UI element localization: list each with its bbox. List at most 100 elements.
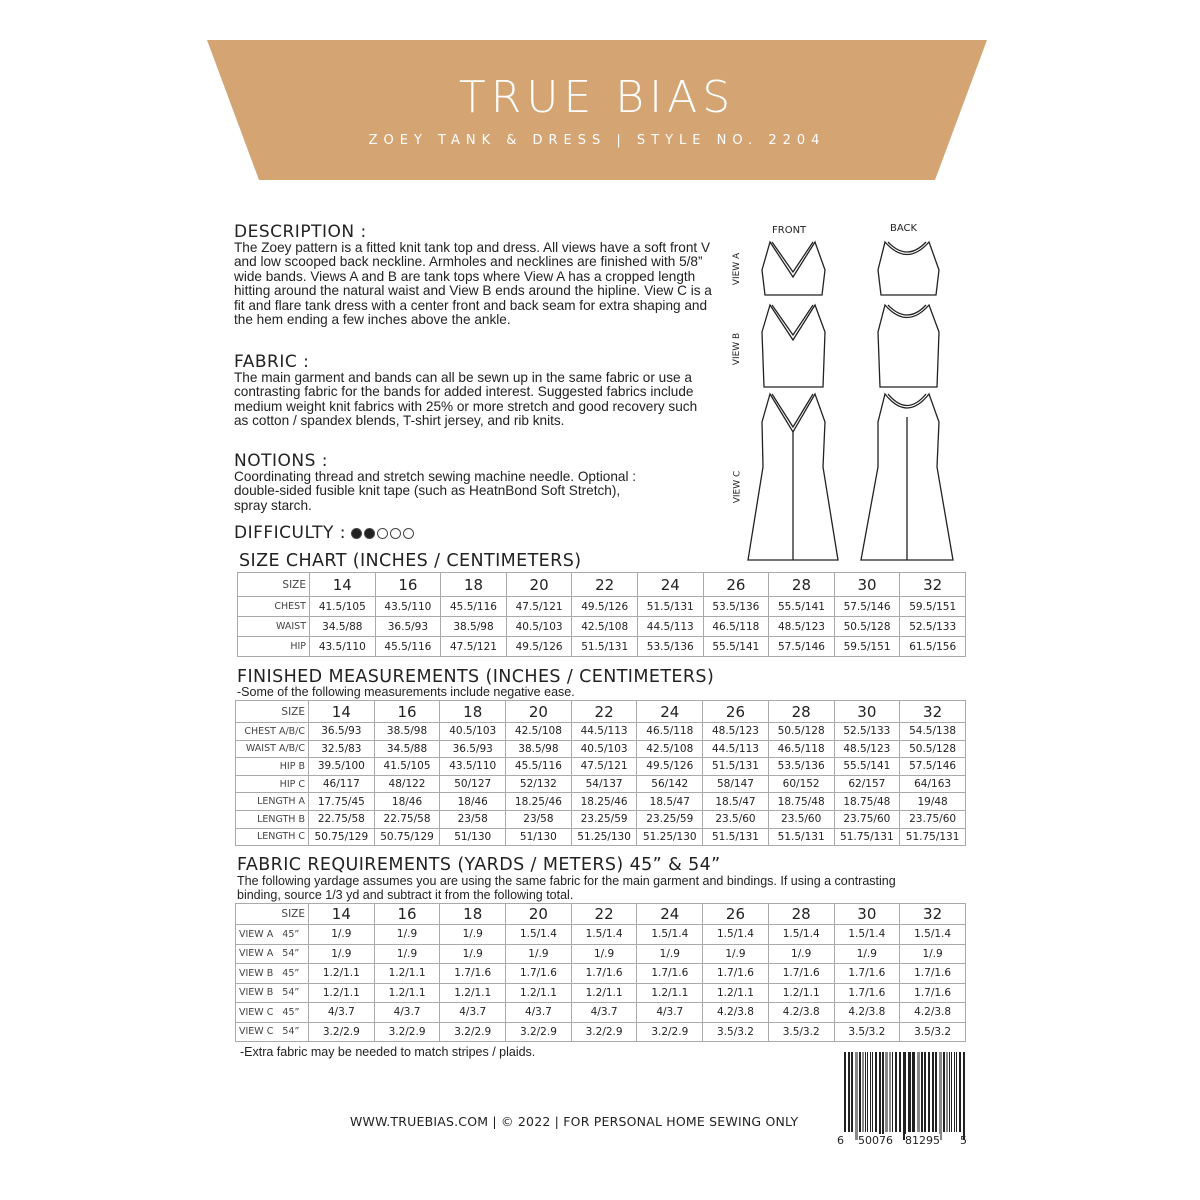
barcode-bar [912,1052,915,1132]
table-cell: 1.2/1.1 [702,982,769,1003]
barcode-digit: 6 [837,1134,844,1147]
front-label: FRONT [772,225,807,236]
table-cell: 23.75/60 [833,809,901,829]
table-cell: 48.5/123 [768,616,835,637]
barcode-bar [844,1052,846,1132]
table-row: VIEW A 45” 1/.9 1/.9 1/.9 1.5/1.4 1.5/1.4 1.5/… [235,924,966,945]
table-row: HIP B 39.5/100 41.5/105 43.5/110 45.5/116 47.… [235,757,966,776]
finished-measurements-table: SIZE 14 16 18 20 22 24 26 28 30 32 CHEST A/B/C 36.5/… [235,700,966,847]
back-label: BACK [890,223,918,234]
difficulty-label: DIFFICULTY : [234,523,347,543]
table-header-row: SIZE 14 16 18 20 22 24 26 28 30 32 [237,572,966,597]
table-cell: 49.5/126 [505,636,573,657]
table-cell: 50.5/128 [899,739,966,759]
table-cell: 4.2/3.8 [767,1002,835,1023]
view-a-front-illustration [761,240,826,296]
row-label: HIP [237,636,310,657]
table-header-row: SIZE 14 16 18 20 22 24 26 28 30 32 [235,903,966,925]
size-column-header: 24 [636,572,704,597]
size-column-header: 26 [702,572,770,597]
table-cell: 38.5/98 [440,616,507,637]
table-row: CHEST A/B/C 36.5/93 38.5/98 40.5/103 42.5/10… [235,722,966,741]
row-label: VIEW C 54” [235,1021,309,1042]
table-cell: 52.5/133 [833,722,901,741]
table-cell: 61.5/156 [899,636,966,657]
barcode-bar [882,1052,884,1140]
table-cell: 18.5/47 [702,792,769,811]
table-cell: 40.5/103 [570,739,638,759]
table-cell: 46.5/118 [636,722,704,741]
table-cell: 4.2/3.8 [899,1002,966,1023]
table-cell: 4/3.7 [636,1002,704,1023]
table-cell: 1/.9 [702,943,769,964]
table-cell: 3.2/2.9 [308,1021,375,1042]
table-cell: 51.25/130 [570,827,638,847]
table-cell: 38.5/98 [373,722,441,741]
table-cell: 3.2/2.9 [570,1021,638,1042]
barcode-bar [928,1052,930,1132]
table-cell: 36.5/93 [374,616,442,637]
table-cell: 57.5/146 [899,757,966,776]
table-cell: 3.2/2.9 [373,1021,441,1042]
table-cell: 44.5/113 [702,739,769,759]
table-cell: 50/127 [439,774,507,794]
table-row: WAIST 34.5/88 36.5/93 38.5/98 40.5/103 42.5/1… [237,616,966,637]
table-cell: 54.5/138 [899,722,966,741]
table-cell: 40.5/103 [505,616,573,637]
table-cell: 3.5/3.2 [767,1021,835,1042]
table-row: VIEW B 45” 1.2/1.1 1.2/1.1 1.7/1.6 1.7/1.6 1.… [235,963,966,984]
table-cell: 52/132 [505,774,572,794]
table-row: LENGTH A 17.75/45 18/46 18/46 18.25/46 18.25/… [235,792,966,811]
table-cell: 51.25/130 [636,827,704,847]
table-row: VIEW C 45” 4/3.7 4/3.7 4/3.7 4/3.7 4/3.7 4/3.7… [235,1002,966,1023]
difficulty-dot [390,528,402,539]
view-b-front-illustration [761,303,826,388]
table-cell: 1.2/1.1 [439,982,507,1003]
barcode-bar [895,1052,897,1132]
barcode-bar [870,1052,871,1132]
table-cell: 1.7/1.6 [702,963,769,984]
difficulty-dot [377,528,389,539]
barcode-bar [959,1052,961,1132]
table-cell: 3.5/3.2 [833,1021,901,1042]
barcode-bar [875,1052,877,1132]
size-chart-title: SIZE CHART (INCHES / CENTIMETERS) [239,551,582,571]
table-cell: 42.5/108 [505,722,572,741]
fabric-heading: FABRIC : [234,352,310,372]
table-cell: 23.5/60 [702,809,769,829]
fabric-text: The main garment and bands can all be se… [234,370,698,429]
table-cell: 57.5/146 [768,636,835,657]
table-cell: 23.25/59 [636,809,704,829]
barcode-digit: 50076 [858,1134,893,1147]
description-heading: DESCRIPTION : [234,222,367,242]
size-column-header: 22 [571,572,638,597]
table-row: VIEW A 54” 1/.9 1/.9 1/.9 1/.9 1/.9 1/.9 1/.9 1/… [235,943,966,964]
table-cell: 42.5/108 [571,616,638,637]
table-cell: 51.75/131 [899,827,966,847]
table-cell: 23.75/60 [899,809,966,829]
table-cell: 1.7/1.6 [505,963,572,984]
size-column-header: 14 [308,903,375,925]
table-cell: 51.5/131 [636,596,704,617]
table-cell: 1/.9 [899,943,966,964]
table-cell: 49.5/126 [636,757,704,776]
table-cell: 1.5/1.4 [505,924,572,945]
table-cell: 59.5/151 [899,596,966,617]
size-column-header: 22 [570,903,638,925]
table-cell: 50.5/128 [767,722,835,741]
table-cell: 57.5/146 [833,596,901,617]
barcode-bar [851,1052,853,1132]
size-column-header: 18 [439,700,507,723]
size-column-header: 32 [899,572,966,597]
table-cell: 59.5/151 [833,636,901,657]
fabric-section: FABRIC : The main garment and bands can … [234,353,714,429]
table-cell: 64/163 [899,774,966,794]
table-cell: 1.2/1.1 [636,982,704,1003]
table-cell: 49.5/126 [571,596,638,617]
table-cell: 23/58 [505,809,572,829]
table-cell: 38.5/98 [505,739,572,759]
size-column-header: 20 [505,903,572,925]
row-label: VIEW A 45” [235,924,309,945]
table-cell: 4/3.7 [570,1002,638,1023]
size-column-header: 32 [899,903,966,925]
